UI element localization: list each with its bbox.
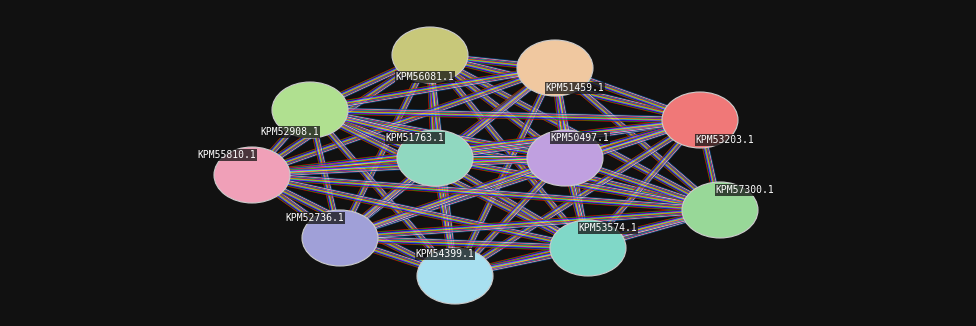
Ellipse shape [397, 130, 473, 186]
Ellipse shape [682, 182, 758, 238]
Ellipse shape [272, 82, 348, 138]
Text: KPM53574.1: KPM53574.1 [579, 223, 637, 233]
Text: KPM50497.1: KPM50497.1 [550, 133, 609, 143]
Ellipse shape [550, 220, 626, 276]
Text: KPM53203.1: KPM53203.1 [696, 135, 754, 145]
Text: KPM56081.1: KPM56081.1 [395, 72, 455, 82]
Text: KPM51459.1: KPM51459.1 [546, 83, 604, 93]
Ellipse shape [417, 248, 493, 304]
Ellipse shape [302, 210, 378, 266]
Text: KPM52736.1: KPM52736.1 [286, 213, 345, 223]
Ellipse shape [517, 40, 593, 96]
Text: KPM52908.1: KPM52908.1 [261, 127, 319, 137]
Text: KPM57300.1: KPM57300.1 [715, 185, 774, 195]
Ellipse shape [662, 92, 738, 148]
Ellipse shape [214, 147, 290, 203]
Text: KPM55810.1: KPM55810.1 [197, 150, 257, 160]
Text: KPM51763.1: KPM51763.1 [386, 133, 444, 143]
Text: KPM54399.1: KPM54399.1 [416, 249, 474, 259]
Ellipse shape [392, 27, 468, 83]
Ellipse shape [527, 130, 603, 186]
